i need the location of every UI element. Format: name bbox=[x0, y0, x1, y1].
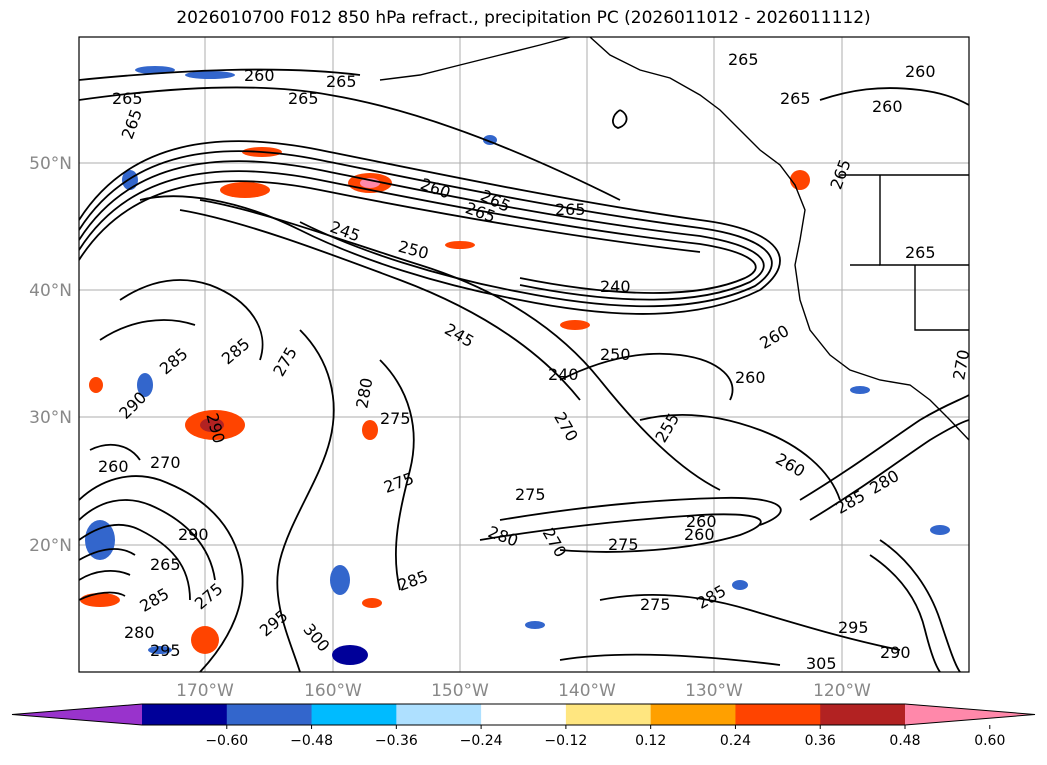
contour-label: 265 bbox=[555, 200, 586, 219]
contour-label: 290 bbox=[178, 525, 209, 544]
contour-label: 260 bbox=[735, 368, 766, 387]
colorbar-tick-label: 0.36 bbox=[805, 733, 836, 749]
lat-label: 20°N bbox=[29, 536, 72, 556]
contour-label: 280 bbox=[124, 623, 155, 642]
contour-label: 240 bbox=[600, 277, 631, 296]
contour-label: 275 bbox=[640, 595, 671, 614]
colorbar-tick-label: −0.24 bbox=[460, 733, 503, 749]
colorbar-bin bbox=[650, 704, 736, 725]
lon-label: 150°W bbox=[431, 681, 489, 701]
contour-label: 295 bbox=[150, 641, 181, 660]
colorbar-tick-label: −0.48 bbox=[290, 733, 333, 749]
colorbar-bin bbox=[481, 704, 567, 725]
colorbar-tick-label: 0.24 bbox=[720, 733, 751, 749]
contour-label: 275 bbox=[608, 535, 639, 554]
contour-label: 260 bbox=[872, 97, 903, 116]
contour-label: 305 bbox=[806, 654, 837, 673]
lon-label: 160°W bbox=[304, 681, 362, 701]
map-frame bbox=[78, 36, 970, 673]
contour-label: 275 bbox=[515, 485, 546, 504]
contour-label: 265 bbox=[780, 89, 811, 108]
colorbar-tick-label: 0.60 bbox=[974, 733, 1005, 749]
colorbar-bin bbox=[311, 704, 397, 725]
colorbar-tick-label: 0.48 bbox=[889, 733, 920, 749]
colorbar-tick-label: −0.60 bbox=[205, 733, 248, 749]
contour-label: 260 bbox=[905, 62, 936, 81]
plot-title: 2026010700 F012 850 hPa refract., precip… bbox=[176, 8, 871, 28]
map-panel bbox=[79, 37, 969, 672]
colorbar-outline bbox=[11, 703, 1036, 726]
contour-label: 265 bbox=[905, 243, 936, 262]
contour-label: 240 bbox=[548, 365, 579, 384]
contour-label: 260 bbox=[244, 66, 275, 85]
colorbar-extend-high bbox=[905, 704, 1035, 725]
contour-label: 265 bbox=[288, 89, 319, 108]
contour-label: 275 bbox=[380, 409, 411, 428]
contour-label: 250 bbox=[600, 345, 631, 364]
contour-label: 265 bbox=[112, 89, 143, 108]
colorbar-bin bbox=[820, 704, 906, 725]
contour-label: 295 bbox=[838, 618, 869, 637]
contour-label: 260 bbox=[684, 525, 715, 544]
lon-label: 140°W bbox=[558, 681, 616, 701]
colorbar-tick-label: −0.12 bbox=[544, 733, 587, 749]
contour-label: 265 bbox=[326, 72, 357, 91]
contour-label: 265 bbox=[150, 555, 181, 574]
lon-label: 120°W bbox=[813, 681, 871, 701]
refractivity-contours bbox=[79, 68, 969, 672]
colorbar-tick-label: 0.12 bbox=[635, 733, 666, 749]
colorbar-bin bbox=[396, 704, 482, 725]
contour-label: 265 bbox=[728, 50, 759, 69]
lon-label: 170°W bbox=[176, 681, 234, 701]
latitude-labels: 50°N 40°N 30°N 20°N bbox=[29, 154, 72, 556]
contour-label: 270 bbox=[949, 348, 973, 381]
colorbar-extend-low bbox=[12, 704, 142, 725]
colorbar-bin bbox=[142, 704, 228, 725]
graticule bbox=[79, 37, 969, 672]
contour-label: 290 bbox=[880, 643, 911, 662]
precip-anomaly-shading bbox=[80, 66, 950, 665]
colorbar-bin bbox=[226, 704, 313, 725]
contour-label: 270 bbox=[150, 453, 181, 472]
lat-label: 30°N bbox=[29, 408, 72, 428]
colorbar-bin bbox=[735, 704, 821, 725]
colorbar: −0.60 −0.48 −0.36 −0.24 −0.12 0.12 0.24 0.36 0.4… bbox=[11, 703, 1036, 749]
longitude-labels: 170°W 160°W 150°W 140°W 130°W 120°W bbox=[176, 681, 871, 701]
colorbar-bin bbox=[565, 704, 652, 725]
lat-label: 50°N bbox=[29, 154, 72, 174]
colorbar-tick-label: −0.36 bbox=[375, 733, 418, 749]
lat-label: 40°N bbox=[29, 281, 72, 301]
contour-label: 260 bbox=[98, 457, 129, 476]
lon-label: 130°W bbox=[685, 681, 743, 701]
coastlines bbox=[379, 37, 969, 441]
contour-label: 260 bbox=[686, 512, 717, 531]
